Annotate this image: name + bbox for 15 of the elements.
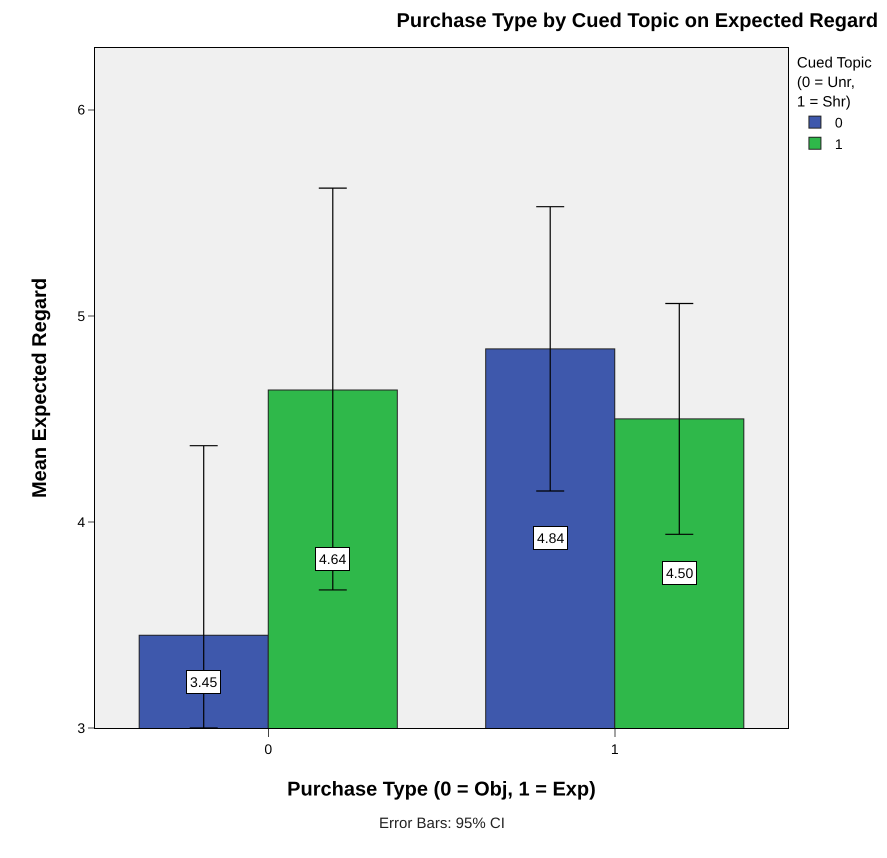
- y-tick-label: 3: [77, 720, 86, 736]
- legend-title: Cued Topic (0 = Unr, 1 = Shr): [796, 54, 872, 110]
- text: Error Bars: 95% CI: [379, 815, 505, 832]
- chart-title: Purchase Type by Cued Topic on Expected Regard: [396, 10, 878, 32]
- y-tick-label: 6: [77, 102, 86, 118]
- legend-label: 1: [834, 136, 843, 152]
- data-label: 4.50: [666, 565, 694, 581]
- data-label: 4.64: [319, 551, 346, 567]
- y-tick-label: 4: [77, 514, 86, 530]
- y-tick-label: 5: [77, 308, 86, 324]
- x-axis-title: Purchase Type (0 = Obj, 1 = Exp): [287, 778, 596, 800]
- legend-label: 0: [834, 114, 843, 131]
- data-label: 4.84: [537, 530, 564, 546]
- data-label: 3.45: [190, 674, 218, 690]
- y-axis-title: Mean Expected Regard: [28, 278, 51, 498]
